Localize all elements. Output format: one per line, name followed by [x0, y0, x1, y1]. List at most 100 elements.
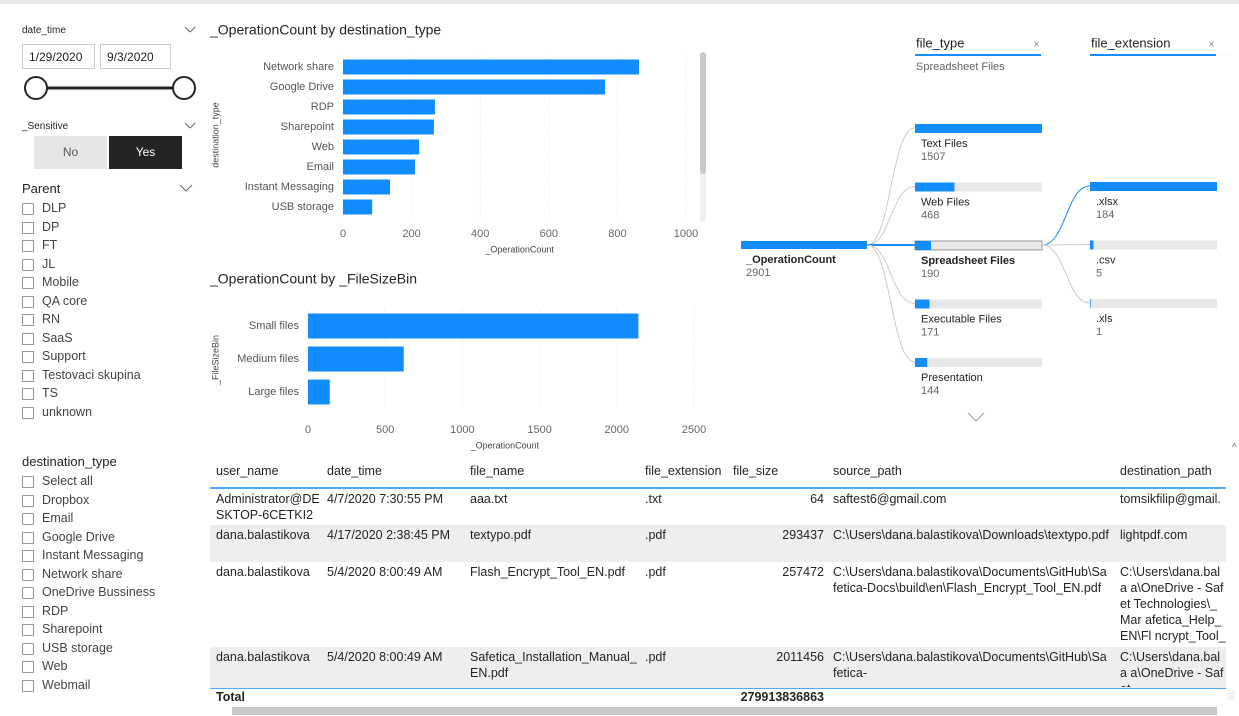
checkbox[interactable]: [22, 661, 34, 673]
scroll-up[interactable]: ^: [1232, 443, 1237, 454]
connector: [866, 244, 916, 363]
tree-bar-bg: [915, 358, 1042, 367]
tree-value: 171: [921, 326, 939, 338]
checkbox[interactable]: [22, 332, 34, 345]
table-cell: .pdf: [645, 650, 666, 664]
checkbox[interactable]: [22, 568, 34, 581]
checkbox[interactable]: [22, 642, 34, 655]
checkbox[interactable]: [22, 513, 34, 525]
date-input[interactable]: 1/29/2020: [22, 44, 95, 69]
checkbox[interactable]: [22, 476, 34, 488]
checkbox-label[interactable]: Instant Messaging: [42, 548, 144, 562]
checkbox-label[interactable]: RN: [42, 312, 61, 326]
clear-filter[interactable]: ×: [1208, 37, 1215, 51]
checkbox-label[interactable]: Testovaci skupina: [42, 367, 141, 382]
expand-chevron[interactable]: [967, 412, 985, 422]
checkbox-label[interactable]: Select all: [42, 474, 93, 488]
chevron[interactable]: [184, 122, 196, 129]
checkbox[interactable]: [22, 587, 34, 599]
checkbox-label[interactable]: Dropbox: [42, 492, 90, 507]
table-cell: .txt: [645, 492, 662, 506]
table-cell: 64: [810, 492, 824, 506]
checkbox[interactable]: [22, 605, 34, 618]
checkbox-label[interactable]: RDP: [42, 603, 69, 618]
checkbox[interactable]: [22, 531, 34, 544]
checkbox[interactable]: [22, 369, 34, 382]
toggle-button[interactable]: Yes: [109, 136, 182, 169]
checkbox[interactable]: [22, 624, 34, 636]
checkbox-label[interactable]: Sharepoint: [42, 622, 103, 636]
checkbox[interactable]: [22, 494, 34, 507]
column-header[interactable]: source_path: [833, 464, 902, 478]
bar: [343, 99, 435, 115]
tree-value: 1: [1096, 326, 1102, 338]
table-cell: Safetica_Installation_Manual_EN.pdf: [470, 650, 637, 680]
date-input[interactable]: 9/3/2020: [100, 44, 171, 69]
column-header[interactable]: file_extension: [645, 464, 722, 478]
checkbox[interactable]: [22, 314, 34, 326]
checkbox[interactable]: [22, 203, 34, 215]
tree-bar: [1090, 182, 1217, 191]
clear-filter[interactable]: ×: [1033, 37, 1040, 51]
checkbox-label[interactable]: SaaS: [42, 330, 73, 345]
checkbox-label[interactable]: Email: [42, 511, 74, 525]
top-bar: [0, 0, 1239, 4]
column-header[interactable]: user_name: [216, 464, 279, 478]
checkbox-label[interactable]: OneDrive Bussiness: [42, 585, 156, 599]
tree-label[interactable]: Text Files: [921, 138, 968, 150]
column-header[interactable]: file_name: [470, 464, 525, 478]
checkbox-label[interactable]: FT: [42, 238, 58, 252]
checkbox-label[interactable]: Mobile: [42, 275, 79, 289]
checkbox-label[interactable]: JL: [42, 256, 56, 271]
checkbox[interactable]: [22, 550, 34, 562]
checkbox-label[interactable]: Webmail: [42, 677, 91, 692]
tree-label[interactable]: .csv: [1096, 254, 1116, 266]
checkbox[interactable]: [22, 221, 34, 234]
column-header[interactable]: destination_path: [1120, 464, 1212, 478]
checkbox-label[interactable]: TS: [42, 386, 58, 400]
y-axis-title: _FileSizeBin: [210, 335, 220, 386]
chevron[interactable]: [179, 184, 193, 192]
row-bg: [210, 525, 1226, 562]
toggle-button[interactable]: No: [34, 136, 107, 169]
chevron[interactable]: [184, 26, 196, 33]
column-header[interactable]: file_size: [733, 464, 779, 478]
category-label: Network share: [263, 61, 334, 73]
checkbox-label[interactable]: Support: [42, 349, 86, 363]
checkbox-label[interactable]: QA core: [42, 293, 88, 308]
slicer-label: _Sensitive: [22, 121, 69, 132]
table-cell: .pdf: [645, 528, 666, 542]
checkbox[interactable]: [22, 258, 34, 271]
slicer-label: date_time: [22, 25, 66, 36]
bar: [343, 79, 606, 95]
tree-label[interactable]: Presentation: [921, 372, 983, 384]
slider-handle[interactable]: [24, 76, 48, 100]
checkbox[interactable]: [22, 388, 34, 400]
checkbox[interactable]: [22, 277, 34, 289]
tree-label[interactable]: Web Files: [921, 196, 970, 208]
checkbox[interactable]: [22, 295, 34, 308]
tree-value: 1507: [921, 151, 945, 163]
tree-bar: [915, 299, 930, 309]
tree-label[interactable]: Executable Files: [921, 313, 1002, 325]
checkbox-label[interactable]: DP: [42, 219, 60, 234]
tree-label[interactable]: .xls: [1096, 313, 1113, 325]
checkbox[interactable]: [22, 351, 34, 363]
h-scroll-thumb[interactable]: [232, 707, 1217, 715]
scrollbar[interactable]: [700, 52, 706, 174]
tree-label[interactable]: .xlsx: [1096, 196, 1119, 208]
checkbox[interactable]: [22, 679, 34, 692]
column-header[interactable]: date_time: [327, 464, 382, 478]
checkbox-label[interactable]: Network share: [42, 566, 123, 581]
tree-label[interactable]: Spreadsheet Files: [921, 255, 1015, 267]
checkbox[interactable]: [22, 406, 34, 419]
checkbox-label[interactable]: DLP: [42, 201, 67, 215]
tree-bar: [915, 358, 928, 367]
checkbox-label[interactable]: Web: [42, 659, 68, 673]
checkbox-label[interactable]: USB storage: [42, 640, 113, 655]
checkbox-label[interactable]: Google Drive: [42, 529, 115, 544]
checkbox[interactable]: [22, 240, 34, 252]
slider-handle[interactable]: [172, 76, 196, 100]
checkbox-label[interactable]: unknown: [42, 404, 93, 419]
